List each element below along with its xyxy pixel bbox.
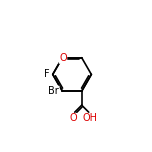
Text: Br: Br	[48, 86, 59, 96]
Text: O: O	[59, 53, 67, 63]
Text: OH: OH	[83, 113, 98, 123]
Text: O: O	[69, 113, 77, 123]
Text: F: F	[44, 69, 49, 79]
